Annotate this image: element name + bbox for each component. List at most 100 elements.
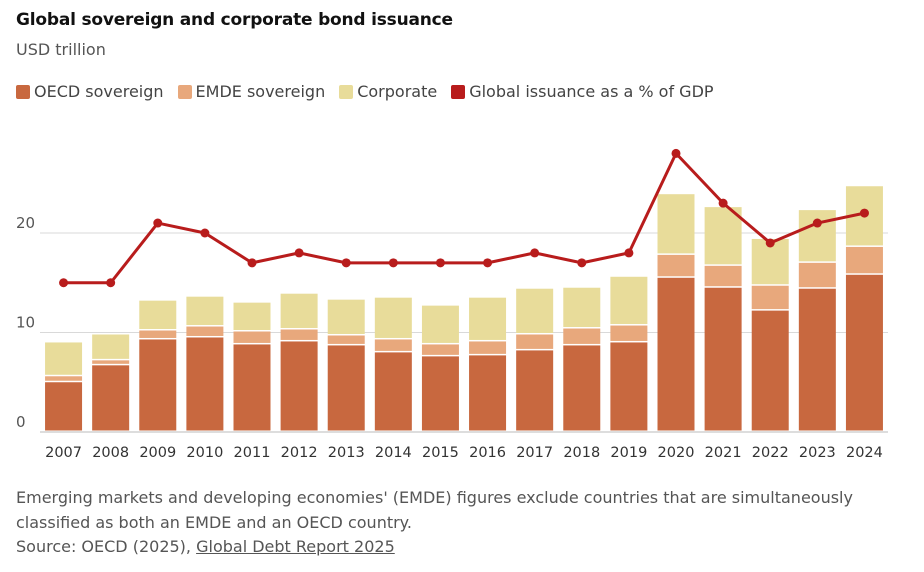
bar-oecd-sovereign — [374, 352, 412, 431]
gdp-point — [530, 248, 540, 258]
gdp-point — [483, 258, 493, 268]
gdp-point — [153, 218, 163, 228]
gdp-point — [859, 208, 869, 218]
legend-swatch-gdp-line — [451, 84, 466, 99]
x-tick-label: 2013 — [328, 445, 365, 461]
gdp-point — [247, 258, 257, 268]
chart-plot: 0 10 20 2007 2008 2009 2010 2011 2012 2013 2014 201… — [16, 148, 888, 461]
bar-emde-sovereign — [45, 376, 83, 381]
bar-oecd-sovereign — [421, 356, 459, 431]
bar-emde-sovereign — [610, 325, 648, 341]
bar-oecd-sovereign — [186, 337, 224, 431]
x-tick-label: 2015 — [422, 445, 459, 461]
bar-oecd-sovereign — [233, 344, 271, 431]
source-prefix: Source: OECD (2025), — [16, 537, 197, 556]
x-tick-label: 2007 — [45, 445, 82, 461]
bar-emde-sovereign — [516, 334, 554, 349]
gdp-point — [200, 228, 210, 238]
x-tick-label: 2008 — [92, 445, 129, 461]
bar-oecd-sovereign — [657, 277, 695, 431]
bar-oecd-sovereign — [139, 339, 177, 431]
legend-label-gdp-line: Global issuance as a % of GDP — [469, 82, 714, 101]
legend-item-emde-sovereign[interactable]: EMDE sovereign — [177, 82, 326, 101]
x-tick-label: 2024 — [846, 445, 883, 461]
legend-label-corporate: Corporate — [357, 82, 438, 101]
legend-item-corporate[interactable]: Corporate — [339, 82, 437, 101]
bar-corporate — [469, 297, 507, 340]
bar-corporate — [92, 334, 130, 359]
bar-emde-sovereign — [92, 360, 130, 364]
bar-emde-sovereign — [704, 265, 742, 287]
x-tick-label: 2016 — [469, 445, 506, 461]
bar-corporate — [421, 305, 459, 343]
bar-oecd-sovereign — [92, 365, 130, 431]
bar-corporate — [186, 296, 224, 326]
source-link[interactable]: Global Debt Report 2025 — [196, 537, 395, 556]
bar-oecd-sovereign — [751, 310, 789, 431]
bar-corporate — [139, 300, 177, 330]
bar-emde-sovereign — [327, 335, 365, 344]
x-tick-label: 2018 — [563, 445, 600, 461]
bar-corporate — [657, 194, 695, 254]
chart-subtitle: USD trillion — [16, 40, 106, 59]
bar-oecd-sovereign — [798, 288, 836, 431]
bar-corporate — [45, 342, 83, 375]
y-tick-label: 0 — [16, 413, 26, 431]
bar-corporate — [798, 210, 836, 262]
bar-corporate — [280, 293, 318, 329]
bar-corporate — [610, 276, 648, 325]
bar-corporate — [233, 302, 271, 331]
legend-label-emde-sovereign: EMDE sovereign — [195, 82, 326, 101]
legend-item-gdp-line[interactable]: Global issuance as a % of GDP — [451, 82, 714, 101]
x-tick-label: 2017 — [516, 445, 553, 461]
chart-legend: OECD sovereign EMDE sovereign Corporate … — [16, 82, 714, 101]
gdp-point — [388, 258, 398, 268]
source-line: Source: OECD (2025), Global Debt Report … — [16, 537, 395, 556]
gdp-point — [624, 248, 634, 258]
gdp-point — [577, 258, 587, 268]
y-tick-label: 20 — [16, 214, 35, 232]
bar-oecd-sovereign — [280, 341, 318, 431]
bar-oecd-sovereign — [563, 345, 601, 431]
x-tick-label: 2009 — [139, 445, 176, 461]
bar-oecd-sovereign — [45, 382, 83, 431]
gdp-point — [294, 248, 304, 258]
x-tick-label: 2014 — [375, 445, 412, 461]
x-tick-label: 2012 — [281, 445, 318, 461]
bar-emde-sovereign — [751, 285, 789, 310]
legend-label-oecd-sovereign: OECD sovereign — [34, 82, 164, 101]
bar-emde-sovereign — [469, 341, 507, 354]
bar-emde-sovereign — [845, 246, 883, 274]
bar-oecd-sovereign — [845, 274, 883, 431]
bar-emde-sovereign — [186, 326, 224, 336]
x-tick-label: 2021 — [705, 445, 742, 461]
bar-emde-sovereign — [421, 344, 459, 355]
x-tick-label: 2011 — [234, 445, 271, 461]
bar-emde-sovereign — [139, 330, 177, 338]
bar-emde-sovereign — [233, 331, 271, 343]
chart-title: Global sovereign and corporate bond issu… — [16, 10, 453, 30]
x-tick-label: 2019 — [610, 445, 647, 461]
gdp-point — [341, 258, 351, 268]
bar-corporate — [516, 288, 554, 333]
bar-corporate — [563, 287, 601, 328]
bar-emde-sovereign — [280, 329, 318, 340]
x-tick-label: 2022 — [752, 445, 789, 461]
gdp-point — [671, 148, 681, 158]
y-tick-label: 10 — [16, 314, 35, 332]
legend-swatch-corporate — [339, 84, 354, 99]
x-tick-label: 2010 — [186, 445, 223, 461]
gdp-point — [59, 278, 69, 288]
gdp-point — [765, 238, 775, 248]
bar-oecd-sovereign — [704, 287, 742, 431]
gdp-point — [718, 198, 728, 208]
legend-item-oecd-sovereign[interactable]: OECD sovereign — [16, 82, 164, 101]
gdp-point — [812, 218, 822, 228]
gdp-point — [435, 258, 445, 268]
gdp-point — [106, 278, 116, 288]
bar-emde-sovereign — [657, 254, 695, 277]
footnote: Emerging markets and developing economie… — [16, 488, 853, 532]
bar-oecd-sovereign — [610, 342, 648, 431]
bar-oecd-sovereign — [469, 355, 507, 431]
